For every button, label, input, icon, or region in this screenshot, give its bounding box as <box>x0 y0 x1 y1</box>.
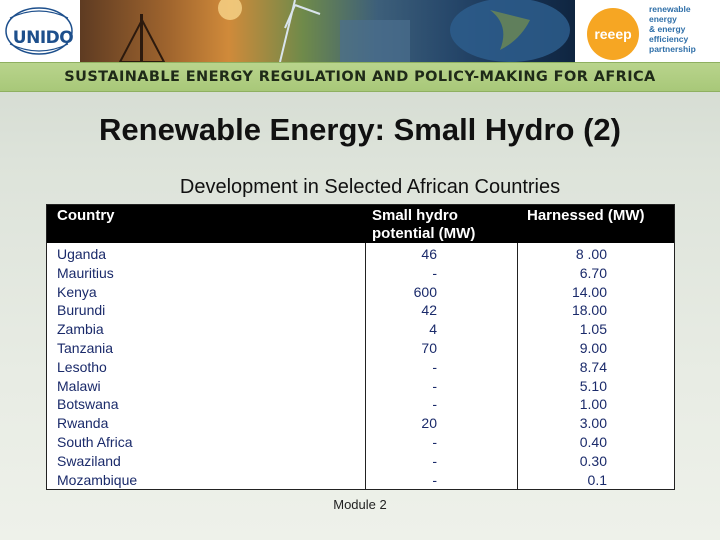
header-country: Country <box>57 207 115 224</box>
column-divider <box>517 243 518 489</box>
slide-title: Renewable Energy: Small Hydro (2) <box>99 112 621 147</box>
harnessed-cell: 5.10 <box>579 377 607 394</box>
potential-cell: 70 <box>421 339 437 356</box>
unido-logo-text: UNIDO <box>12 28 74 48</box>
table-caption: Development in Selected African Countrie… <box>179 176 561 198</box>
reeep-logo-text: renewable energy & energy efficiency par… <box>649 4 696 54</box>
un-emblem-icon <box>5 7 73 55</box>
country-cell: Burundi <box>57 302 106 319</box>
harnessed-cell: 0.40 <box>579 433 607 450</box>
country-cell: Mozambique <box>57 471 138 488</box>
harnessed-cell: 9.00 <box>579 339 607 356</box>
banner-photo <box>80 0 575 62</box>
banner-collage-image <box>118 0 570 62</box>
harnessed-cell: 0.1 <box>587 471 607 488</box>
reeep-line: & energy <box>649 24 686 34</box>
potential-cell: 42 <box>421 302 437 319</box>
potential-cell: - <box>432 452 437 469</box>
harnessed-cell: 1.05 <box>579 321 607 338</box>
country-cell: Zambia <box>57 321 104 338</box>
unido-logo: UNIDO <box>4 6 74 56</box>
hydro-table: Country Small hydro potential (MW) Harne… <box>46 204 675 490</box>
subtitle-text: SUSTAINABLE ENERGY REGULATION AND POLICY… <box>64 69 656 85</box>
harnessed-cell: 14.00 <box>571 283 607 300</box>
harnessed-column: 8 .00 6.70 14.00 18.00 1.05 9.00 8.74 5.10 1.00 3… <box>517 245 607 489</box>
country-cell: Lesotho <box>57 358 107 375</box>
potential-cell: - <box>432 433 437 450</box>
potential-cell: 600 <box>413 283 437 300</box>
harnessed-cell: 3.00 <box>579 415 607 432</box>
potential-cell: - <box>432 471 437 488</box>
country-cell: Kenya <box>57 283 97 300</box>
harnessed-cell: 8.74 <box>579 358 607 375</box>
table-header-row: Country Small hydro potential (MW) Harne… <box>47 205 674 243</box>
column-divider <box>365 243 366 489</box>
potential-cell: 4 <box>429 321 437 338</box>
potential-cell: - <box>432 377 437 394</box>
country-cell: Uganda <box>57 246 107 262</box>
reeep-line: renewable <box>649 4 691 14</box>
country-cell: Rwanda <box>57 415 109 432</box>
header-harnessed: Harnessed (MW) <box>527 207 645 224</box>
potential-column: 46-600 42 4 70- - -20- - - <box>365 245 437 489</box>
subtitle-bar: SUSTAINABLE ENERGY REGULATION AND POLICY… <box>0 62 720 92</box>
potential-cell: 46 <box>421 246 437 262</box>
header-potential-line2: potential (MW) <box>372 225 476 242</box>
harnessed-cell: 1.00 <box>579 396 607 413</box>
country-cell: Tanzania <box>57 339 114 356</box>
country-cell: Botswana <box>57 396 119 413</box>
header-banner: UNIDO reeep renewable energy & energy ef… <box>0 0 720 62</box>
potential-cell: - <box>432 264 437 281</box>
harnessed-cell: 6.70 <box>579 264 607 281</box>
harnessed-cell: 18.00 <box>571 302 607 319</box>
country-cell: South Africa <box>57 433 133 450</box>
reeep-line: partnership <box>649 44 696 54</box>
country-column: Uganda Mauritius Kenya Burundi Zambia Tanzani… <box>47 245 365 489</box>
potential-cell: 20 <box>421 415 437 432</box>
harnessed-cell: 0.30 <box>579 452 607 469</box>
potential-cell: - <box>432 396 437 413</box>
footer-module: Module 2 <box>333 497 387 512</box>
country-cell: Mauritius <box>57 264 114 281</box>
header-potential-line1: Small hydro <box>372 207 458 224</box>
country-cell: Malawi <box>57 377 101 394</box>
reeep-line: efficiency <box>649 34 689 44</box>
harnessed-cell: 8 .00 <box>575 246 607 262</box>
reeep-line: energy <box>649 14 677 24</box>
potential-cell: - <box>432 358 437 375</box>
country-cell: Swaziland <box>57 452 121 469</box>
reeep-logo-mark: reeep <box>587 8 639 60</box>
reeep-logo: reeep renewable energy & energy efficien… <box>585 2 720 60</box>
